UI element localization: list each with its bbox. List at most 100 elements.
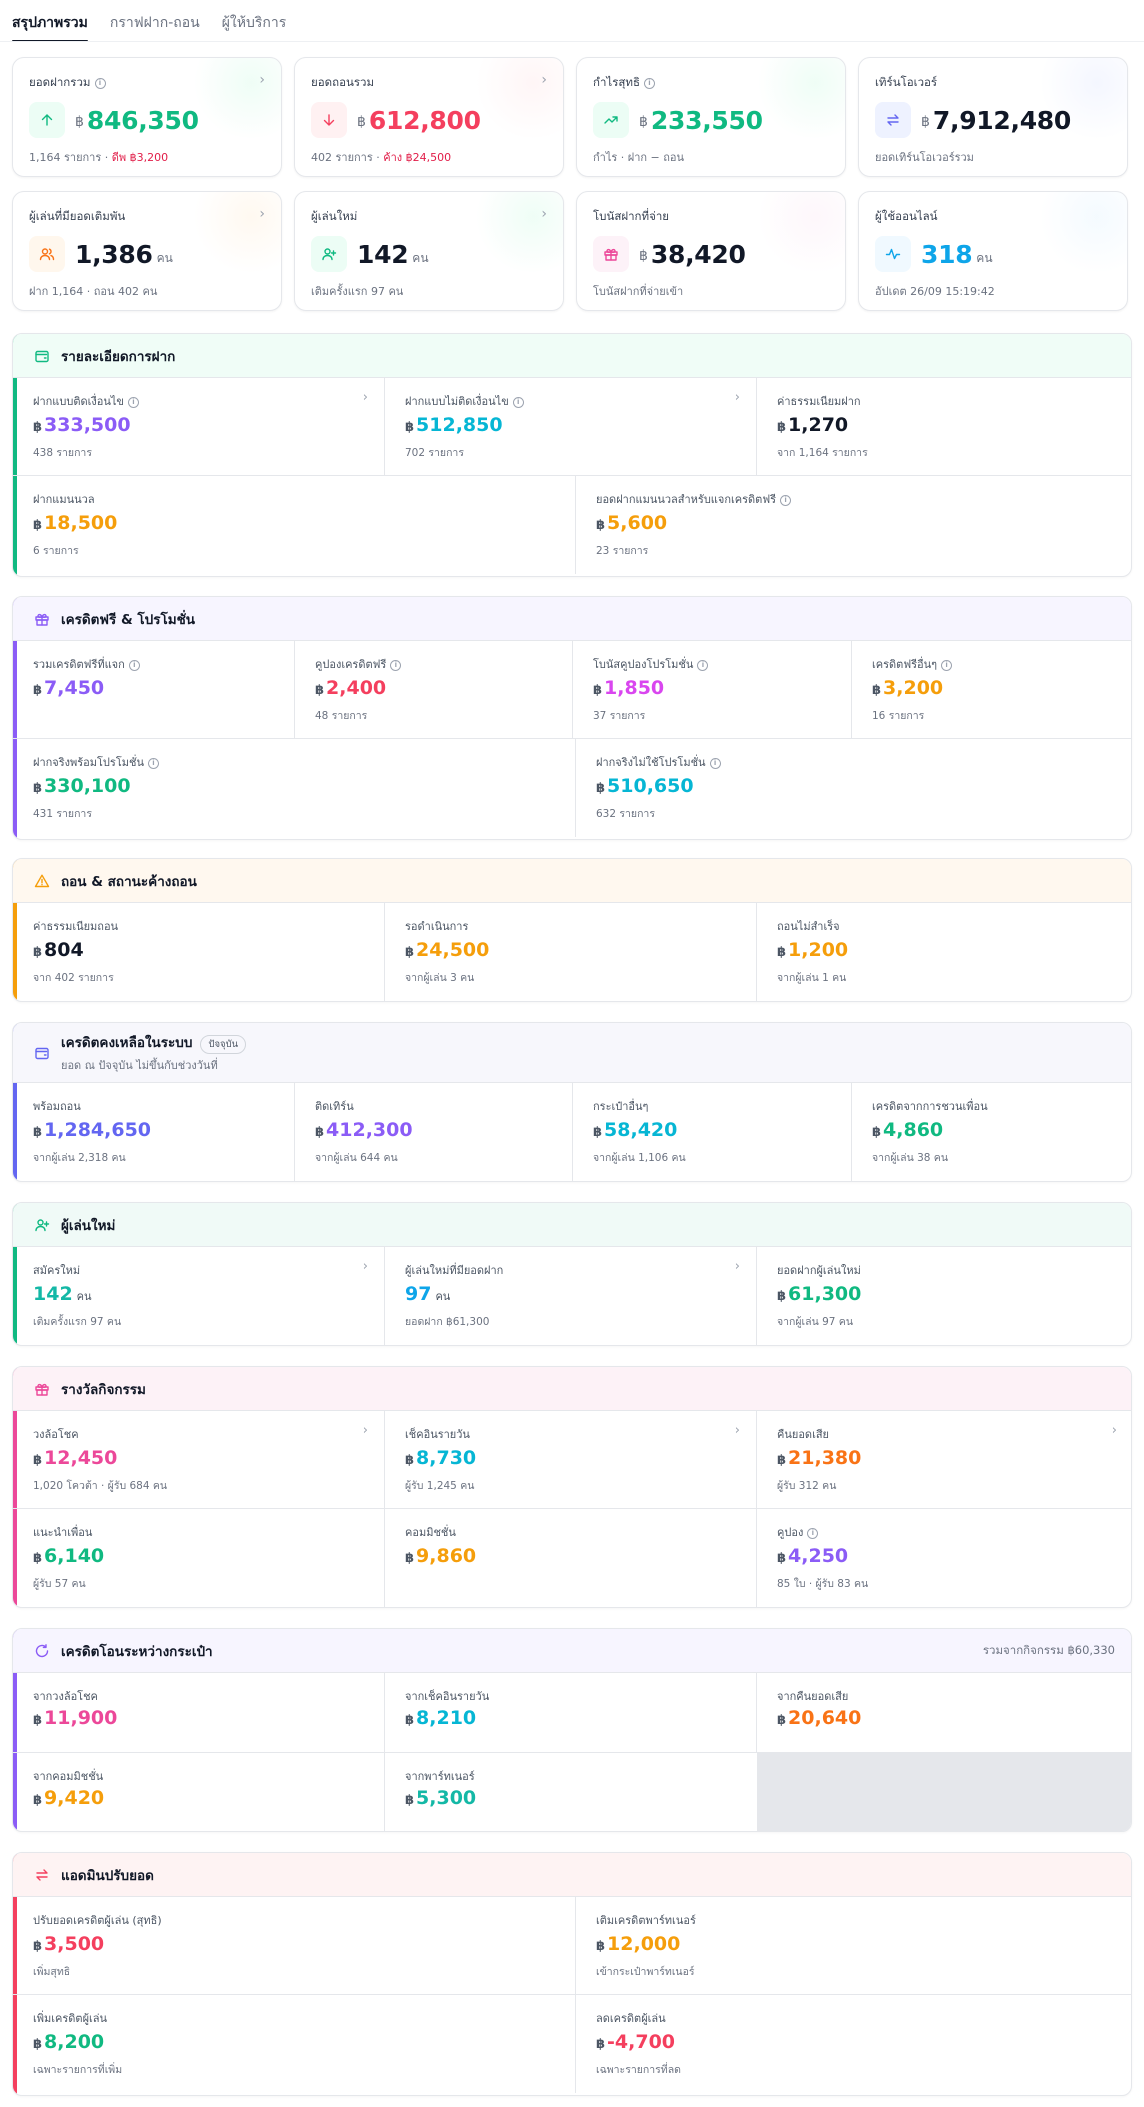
cell-sub: เข้ากระเป๋าพาร์ทเนอร์ (596, 1966, 695, 1978)
currency-symbol: ฿ (777, 1453, 787, 1468)
info-icon[interactable]: i (807, 1528, 819, 1539)
tab-2[interactable]: ผู้ให้บริการ (221, 15, 287, 31)
stat-label: ผู้เล่นใหม่ (311, 209, 358, 223)
cell-label: ฝากจริงพร้อมโปรโมชั่น i (33, 753, 159, 771)
section-title: เครดิตโอนระหว่างกระเป๋า (61, 1643, 213, 1660)
chevron-right-icon[interactable]: › (362, 390, 368, 405)
currency-symbol: ฿ (777, 1551, 787, 1566)
info-icon[interactable]: i (128, 660, 140, 671)
section-accent-bar (13, 597, 17, 839)
chevron-right-icon[interactable]: › (734, 390, 740, 405)
stat-cell[interactable]: เช็คอินรายวัน › ฿ 8,730 ผู้รับ 1,245 คน (385, 1411, 757, 1509)
currency-symbol: ฿ (777, 1289, 787, 1304)
cell-sub: จาก 402 รายการ (33, 972, 114, 984)
stat-cell[interactable]: วงล้อโชค › ฿ 12,450 1,020 โควต้า · ผู้รับ 68… (13, 1411, 385, 1509)
chevron-right-icon[interactable]: › (734, 1423, 740, 1438)
card-glow (191, 192, 281, 272)
cell-number: 2,400 (326, 677, 387, 699)
cell-number: 1,200 (788, 939, 849, 961)
cell-label: กระเป๋าอื่นๆ (593, 1100, 649, 1113)
currency-symbol: ฿ (777, 420, 787, 435)
info-icon[interactable]: i (127, 397, 139, 408)
stat-value: 1,386 คน (75, 236, 173, 272)
currency-symbol: ฿ (33, 2037, 43, 2052)
stat-cell: ฝากจริงไม่ใช้โปรโมชั่น i ฿ 510,650 632 รายกา… (576, 739, 1131, 837)
section-accent-bar (13, 1853, 17, 2095)
currency-symbol: ฿ (872, 1125, 882, 1140)
info-icon[interactable]: i (512, 397, 524, 408)
stat-cell[interactable]: ผู้เล่นใหม่ที่มียอดฝาก › 97 คน ยอดฝาก ฿61,30… (385, 1247, 757, 1345)
section: ถอน & สถานะค้างถอน ค่าธรรมเนียมถอน฿ 804 จาก… (12, 858, 1132, 1002)
cell-value: ฿ 512,850 (405, 414, 503, 436)
stat-card[interactable]: ยอดถอนรวม › ฿ 612,800 402 รายการ · ค้าง ฿24,… (294, 57, 564, 177)
gift-icon (33, 1380, 51, 1398)
cell-sub: เพิ่มสุทธิ (33, 1966, 71, 1978)
cell-sub: จากผู้เล่น 2,318 คน (33, 1152, 126, 1164)
stat-value: ฿ 7,912,480 (921, 102, 1071, 138)
stat-label: ยอดฝากรวม i (29, 74, 106, 92)
info-icon[interactable]: i (94, 78, 106, 89)
cell-value: ฿ 1,284,650 (33, 1119, 151, 1141)
chevron-right-icon[interactable]: › (259, 72, 265, 88)
chevron-right-icon[interactable]: › (1111, 1423, 1117, 1438)
cell-label: เติมเครดิตพาร์ทเนอร์ (596, 1914, 696, 1927)
info-icon[interactable]: i (780, 495, 792, 506)
section-title: รางวัลกิจกรรม (61, 1381, 146, 1398)
stat-cell[interactable]: คืนยอดเสีย › ฿ 21,380 ผู้รับ 312 คน (757, 1411, 1131, 1509)
stat-cell: แนะนำเพื่อน฿ 6,140 ผู้รับ 57 คน (13, 1509, 385, 1607)
stat-card: เทิร์นโอเวอร์฿ 7,912,480 ยอดเทิร์นโอเวอร์ร… (858, 57, 1128, 177)
stat-cell[interactable]: สมัครใหม่ › 142 คน เติมครั้งแรก 97 คน (13, 1247, 385, 1345)
tab-1[interactable]: กราฟฝาก-ถอน (109, 15, 200, 31)
stat-card[interactable]: ผู้เล่นใหม่ › 142 คน เติมครั้งแรก 97 คน (294, 191, 564, 311)
info-icon[interactable]: i (644, 78, 655, 89)
stat-cell: ถอนไม่สำเร็จ฿ 1,200 จากผู้เล่น 1 คน (757, 903, 1131, 1001)
info-icon[interactable]: i (941, 660, 953, 671)
section-title: แอดมินปรับยอด (61, 1867, 154, 1884)
info-icon[interactable]: i (709, 758, 721, 769)
stat-card[interactable]: ยอดฝากรวม i › ฿ 846,350 1,164 รายการ · ดีพ ฿3… (12, 57, 282, 177)
info-icon[interactable]: i (697, 660, 709, 671)
cell-value: ฿ 4,250 (777, 1545, 848, 1567)
cell-number: 8,730 (416, 1447, 477, 1469)
cell-label: ฝากจริงไม่ใช้โปรโมชั่น i (596, 753, 721, 771)
stat-cell[interactable]: ฝากแบบติดเงื่อนไข i › ฿ 333,500 438 รายการ (13, 378, 385, 476)
chevron-right-icon[interactable]: › (259, 206, 265, 222)
chevron-right-icon[interactable]: › (362, 1259, 368, 1274)
cell-label: คูปอง i (777, 1523, 819, 1541)
cell-label: ฝากแบบติดเงื่อนไข i (33, 392, 139, 410)
cell-label: เพิ่มเครดิตผู้เล่น (33, 2012, 108, 2025)
tab-0[interactable]: สรุปภาพรวม (12, 12, 88, 42)
section-title-wrap: เครดิตฟรี & โปรโมชั่น (61, 608, 195, 630)
cell-label: จากวงล้อโชค (33, 1690, 98, 1703)
stat-cell: ติดเทิร์น฿ 412,300 จากผู้เล่น 644 คน (295, 1083, 573, 1181)
cell-number: -4,700 (607, 2031, 676, 2053)
chevron-right-icon[interactable]: › (541, 72, 547, 88)
cell-sub: 431 รายการ (33, 808, 92, 820)
currency-symbol: ฿ (33, 945, 43, 960)
section: รางวัลกิจกรรมวงล้อโชค › ฿ 12,450 1,020 โควต้… (12, 1366, 1132, 1608)
stat-value: 318 คน (921, 236, 993, 272)
stat-sub-text: ยอดเทิร์นโอเวอร์รวม (875, 151, 974, 164)
stat-sub-highlight: ดีพ ฿3,200 (111, 151, 169, 164)
currency-symbol: ฿ (405, 1713, 415, 1728)
cell-value: ฿ 333,500 (33, 414, 131, 436)
stat-sub: กำไร · ฝาก − ถอน (593, 148, 684, 166)
stat-cell: รวมเครดิตฟรีที่แจก i ฿ 7,450 (13, 641, 295, 739)
stat-cell: ค่าธรรมเนียมฝาก฿ 1,270 จาก 1,164 รายการ (757, 378, 1131, 476)
chevron-right-icon[interactable]: › (541, 206, 547, 222)
cell-number: 5,600 (607, 512, 668, 534)
stat-card[interactable]: ผู้เล่นที่มียอดเติมพัน › 1,386 คน ฝาก 1,164 … (12, 191, 282, 311)
cell-number: 1,270 (788, 414, 849, 436)
info-icon[interactable]: i (390, 660, 402, 671)
currency-symbol: ฿ (75, 114, 84, 130)
cell-sub: 1,020 โควต้า · ผู้รับ 684 คน (33, 1480, 168, 1492)
stat-cell: คูปอง i ฿ 4,250 85 ใบ · ผู้รับ 83 คน (757, 1509, 1131, 1607)
chevron-right-icon[interactable]: › (734, 1259, 740, 1274)
stat-cell: จากคืนยอดเสีย฿ 20,640 (757, 1673, 1131, 1753)
section-title: เครดิตฟรี & โปรโมชั่น (61, 611, 196, 628)
trend-up-icon (593, 102, 629, 138)
stat-cell[interactable]: ฝากแบบไม่ติดเงื่อนไข i › ฿ 512,850 702 รายการ (385, 378, 757, 476)
cell-value: ฿ 9,420 (33, 1787, 104, 1809)
info-icon[interactable]: i (147, 758, 159, 769)
chevron-right-icon[interactable]: › (362, 1423, 368, 1438)
